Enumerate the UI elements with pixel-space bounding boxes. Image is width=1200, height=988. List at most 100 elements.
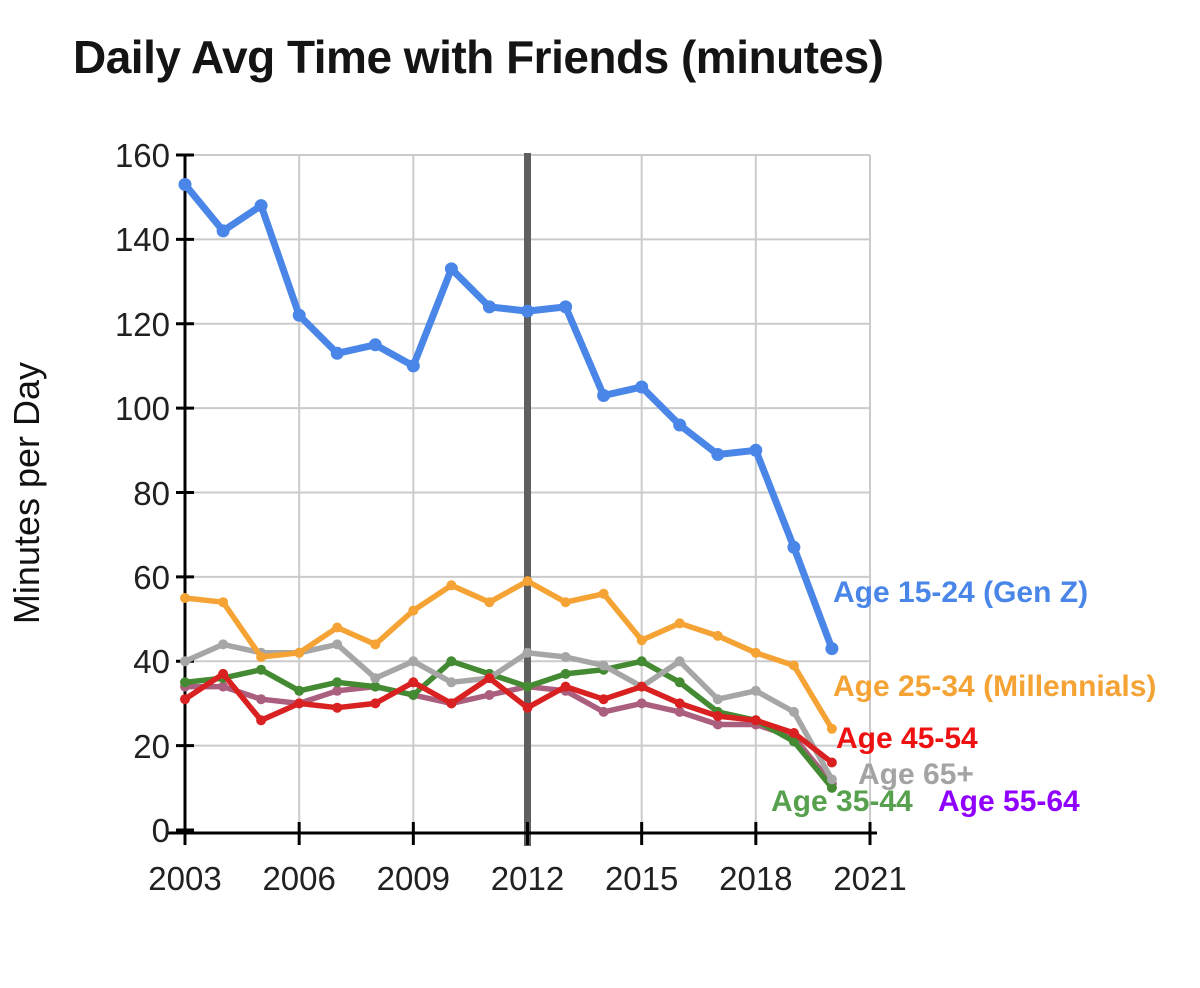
data-point [370,681,381,692]
data-point [826,774,837,785]
data-point [712,694,723,705]
data-point [674,698,685,709]
series-line-4 [182,658,835,791]
data-point [636,656,647,667]
data-point [712,711,723,722]
data-point [674,706,685,717]
data-point [444,262,458,276]
data-point [446,677,457,688]
series-line-2 [182,671,835,766]
data-point [332,685,343,696]
series-label-age-55-64: Age 55-64 [938,785,1080,818]
data-point [712,630,723,641]
data-point [370,698,381,709]
data-point [560,597,571,608]
data-point [598,660,609,671]
data-point [218,668,229,679]
data-point [180,656,190,667]
data-point [330,346,344,360]
y-tick-label: 0 [151,812,170,849]
data-point [408,656,419,667]
y-tick-label: 20 [133,727,170,765]
data-point [825,642,839,656]
data-point [750,647,761,658]
data-point [559,300,573,314]
data-point [256,652,267,662]
data-point [408,677,419,688]
data-point [446,580,457,591]
y-tick-label: 100 [114,390,170,428]
data-point [521,304,534,318]
data-point [294,698,305,709]
y-tick-label: 40 [133,643,170,681]
data-point [598,588,609,599]
data-point [560,668,571,679]
data-point [788,660,799,671]
data-point [178,178,192,191]
data-point [750,685,761,696]
data-point [332,639,343,650]
data-point [712,719,723,730]
data-point [406,359,420,373]
series-label-age-45-54: Age 45-54 [836,722,978,755]
data-point [674,618,685,629]
x-tick-label: 2006 [262,860,336,897]
data-point [368,338,382,352]
data-point [180,593,190,603]
data-point [482,300,496,314]
data-point [370,639,381,650]
data-point [522,647,533,658]
data-point [332,702,343,713]
data-point [216,224,230,238]
data-point [256,715,267,726]
data-point [484,690,495,700]
series-line-0 [181,181,836,653]
data-point [218,639,229,650]
data-point [826,723,837,734]
data-point [598,694,609,705]
data-point [788,728,799,738]
data-point [522,681,533,692]
data-point [711,448,725,461]
data-point [750,715,761,726]
data-point [636,698,647,709]
series-line-5 [182,683,835,787]
data-point [560,652,571,662]
data-point [826,757,837,768]
data-point [826,782,837,793]
data-point [484,597,495,608]
x-tick-label: 2009 [376,860,451,897]
x-tick-label: 2012 [490,860,565,897]
data-point [674,677,685,688]
data-point [446,656,457,667]
x-tick-label: 2015 [604,860,679,897]
data-point [180,694,190,705]
data-point [598,706,609,717]
x-tick-label: 2021 [833,860,907,897]
data-point [788,706,799,717]
data-point [294,647,305,658]
data-point [332,622,343,633]
series-label-age-25-34-millennials: Age 25-34 (Millennials) [833,670,1157,703]
data-point [484,673,495,684]
data-point [294,685,305,696]
data-point [787,540,801,554]
data-point [332,677,343,688]
data-point [674,656,685,667]
data-point [218,597,229,608]
y-tick-label: 60 [133,558,170,596]
data-point [292,308,306,322]
data-point [560,681,571,692]
y-tick-label: 120 [114,305,170,343]
data-point [522,702,533,713]
data-point [370,673,381,684]
series-label-age-15-24-gen-z: Age 15-24 (Gen Z) [833,576,1089,609]
data-point [788,736,799,747]
data-point [254,199,268,213]
y-tick-label: 80 [133,474,170,512]
x-tick-label: 2003 [148,860,222,897]
y-tick-label: 140 [114,221,170,259]
data-point [636,681,647,692]
